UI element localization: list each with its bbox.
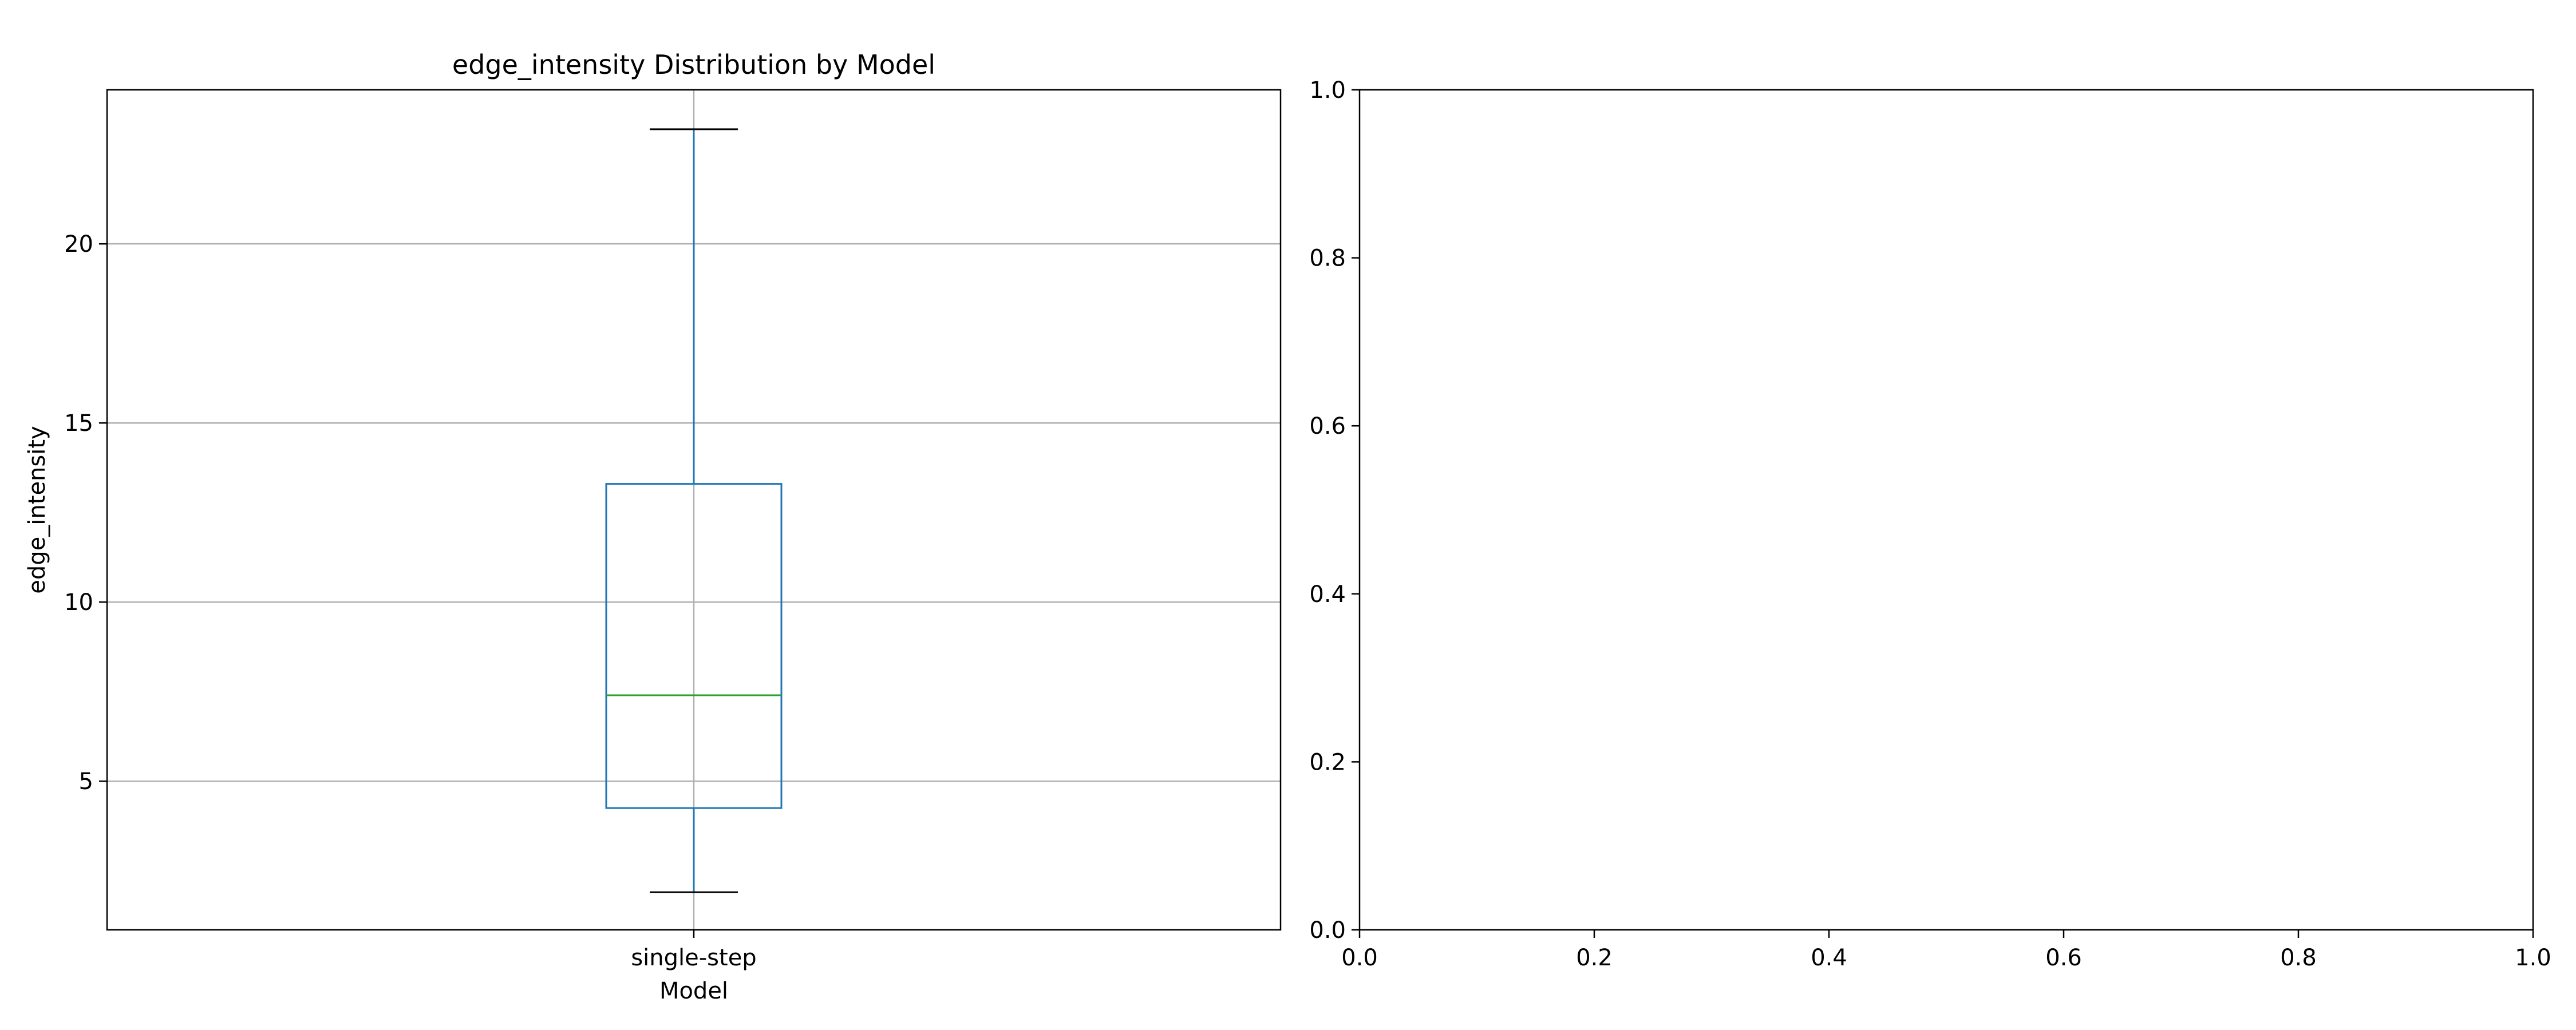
box-plot-boxes: [605, 128, 783, 893]
x-axis-label: Model: [659, 978, 728, 1004]
y-tick-label: 0.8: [1309, 245, 1346, 272]
iqr-box: [605, 483, 783, 809]
plot-frame: [1358, 89, 2534, 931]
y-tick-label: 10: [64, 589, 93, 616]
y-tick-label: 1.0: [1309, 77, 1346, 104]
y-tick-label: 20: [64, 231, 93, 258]
chart-title: edge_intensity Distribution by Model: [452, 49, 935, 80]
y-axis-ticks: 5 10 15 20: [64, 231, 107, 795]
empty-axes-panel: 0.0 0.2 0.4 0.6 0.8 1.0 0.0 0.2 0.4 0.6 0.8 1.0: [1309, 77, 2551, 971]
x-tick-label: 0.4: [1811, 945, 1847, 971]
x-tick-label: 0.0: [1341, 945, 1378, 971]
y-axis-label: edge_intensity: [24, 426, 50, 593]
y-tick-label: 0.2: [1309, 749, 1346, 775]
x-tick-label: 0.2: [1576, 945, 1613, 971]
y-axis-ticks: 0.0 0.2 0.4 0.6 0.8 1.0: [1309, 77, 1360, 944]
x-tick-label: single-step: [631, 945, 756, 971]
x-axis-ticks: 0.0 0.2 0.4 0.6 0.8 1.0: [1341, 930, 2551, 971]
x-tick-label: 0.8: [2280, 945, 2317, 971]
y-tick-label: 0.6: [1309, 413, 1346, 439]
x-axis-ticks: single-step: [631, 930, 757, 971]
x-tick-label: 1.0: [2515, 945, 2551, 971]
y-tick-label: 0.0: [1309, 917, 1346, 944]
y-tick-label: 0.4: [1309, 581, 1346, 608]
y-tick-label: 5: [79, 768, 93, 795]
x-tick-label: 0.6: [2045, 945, 2082, 971]
box-plot-panel: 5 10 15 20 single-step edge_intensity Distr…: [24, 49, 1282, 1004]
box-single-step: [605, 128, 783, 893]
y-tick-label: 15: [64, 410, 93, 437]
